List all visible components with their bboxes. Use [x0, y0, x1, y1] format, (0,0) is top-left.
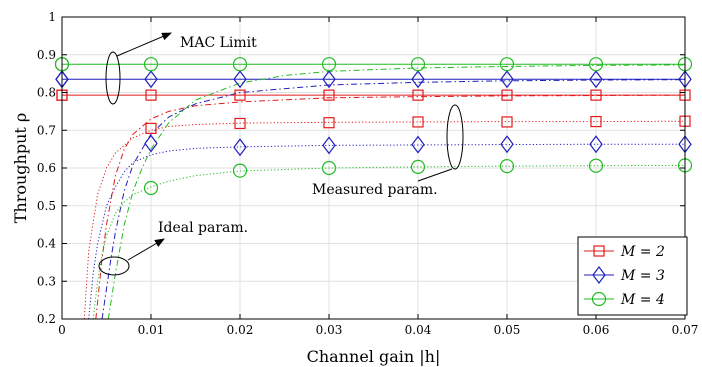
y-tick-label: 0.2 — [37, 312, 56, 326]
marker-m4 — [410, 159, 426, 174]
y-tick-label: 0.9 — [37, 48, 56, 62]
series-line-ideal-param-m4 — [107, 64, 686, 320]
x-tick-label: 0.05 — [494, 323, 521, 337]
marker-m4 — [499, 57, 515, 72]
marker-m3 — [589, 70, 603, 89]
y-tick-label: 0.8 — [37, 86, 56, 100]
axis-ticks: 0 0.01 0.02 0.03 0.04 0.05 0.06 0.07 0.2 0.3 0.4 0.… — [37, 10, 698, 337]
marker-m2 — [590, 89, 602, 101]
x-tick-label: 0.07 — [672, 323, 699, 337]
marker-m3 — [411, 70, 425, 89]
marker-m3 — [500, 135, 514, 154]
marker-m3 — [144, 134, 158, 153]
marker-m3 — [233, 138, 247, 157]
marker-m4 — [321, 160, 337, 176]
marker-m2 — [501, 116, 513, 128]
marker-m3 — [500, 70, 514, 89]
x-tick-label: 0 — [58, 323, 66, 337]
marker-m4 — [499, 159, 515, 174]
y-tick-label: 0.3 — [37, 274, 56, 288]
marker-m2 — [234, 117, 246, 130]
marker-m2 — [590, 115, 602, 128]
x-tick-label: 0.01 — [138, 323, 165, 337]
series-line-measured-param-m2 — [83, 120, 686, 320]
ideal-param-arrow — [127, 238, 165, 261]
series-line-measured-param-m4 — [92, 164, 686, 320]
mac-limit-arrow — [116, 32, 172, 57]
marker-m3 — [411, 135, 425, 154]
series-line-ideal-param-m3 — [101, 79, 686, 320]
measured-param-ellipse — [446, 104, 464, 170]
marker-m4 — [321, 57, 337, 72]
legend-marker — [593, 245, 605, 257]
measured-param-pointer — [417, 168, 453, 182]
marker-m3 — [322, 136, 336, 155]
legend-label: M = 4 — [620, 292, 665, 308]
series-line-ideal-param-m2 — [95, 94, 686, 320]
marker-m4 — [588, 57, 604, 72]
legend-label: M = 3 — [620, 268, 665, 284]
marker-m3 — [144, 70, 158, 89]
marker-m3 — [233, 70, 247, 89]
y-tick-label: 1 — [48, 10, 56, 24]
y-tick-label: 0.7 — [37, 123, 56, 137]
marker-m4 — [143, 180, 159, 196]
marker-m4 — [588, 158, 604, 173]
legend-marker — [592, 266, 606, 284]
marker-m2 — [501, 89, 513, 101]
legend-box — [577, 236, 688, 316]
y-tick-label: 0.5 — [37, 199, 56, 213]
marker-m4 — [232, 163, 248, 178]
legend-label: M = 2 — [620, 244, 665, 260]
marker-m2 — [412, 89, 424, 101]
marker-m4 — [232, 57, 248, 72]
y-axis-label: Throughput ρ — [11, 113, 30, 224]
ideal-param-ellipse — [98, 256, 130, 276]
x-tick-label: 0.06 — [583, 323, 610, 337]
marker-m3 — [589, 135, 603, 154]
legend-items: M = 2 M = 3 M = 4 — [584, 244, 665, 308]
marker-m4 — [143, 57, 159, 72]
ideal-param-annotation: Ideal param. — [158, 220, 248, 236]
series-markers — [54, 57, 693, 196]
legend-marker — [591, 291, 607, 307]
annotations: MAC Limit Measured param. Ideal param. — [98, 32, 464, 276]
x-tick-label: 0.02 — [227, 323, 254, 337]
y-tick-label: 0.4 — [37, 237, 56, 251]
marker-m2 — [145, 122, 157, 134]
legend: M = 2 M = 3 M = 4 — [577, 236, 688, 316]
marker-m2 — [323, 117, 335, 129]
series-lines — [62, 63, 686, 320]
x-tick-label: 0.03 — [316, 323, 343, 337]
marker-m2 — [323, 89, 335, 101]
mac-limit-annotation: MAC Limit — [180, 35, 257, 51]
marker-m4 — [410, 57, 426, 72]
x-axis-label: Channel gain |h| — [307, 347, 441, 366]
marker-m3 — [322, 70, 336, 89]
marker-m2 — [412, 116, 424, 128]
marker-m2 — [234, 89, 246, 101]
mac-limit-ellipse — [105, 51, 121, 105]
x-tick-label: 0.04 — [405, 323, 432, 337]
measured-param-annotation: Measured param. — [312, 182, 438, 198]
y-tick-label: 0.6 — [37, 161, 56, 175]
marker-m2 — [145, 89, 157, 101]
